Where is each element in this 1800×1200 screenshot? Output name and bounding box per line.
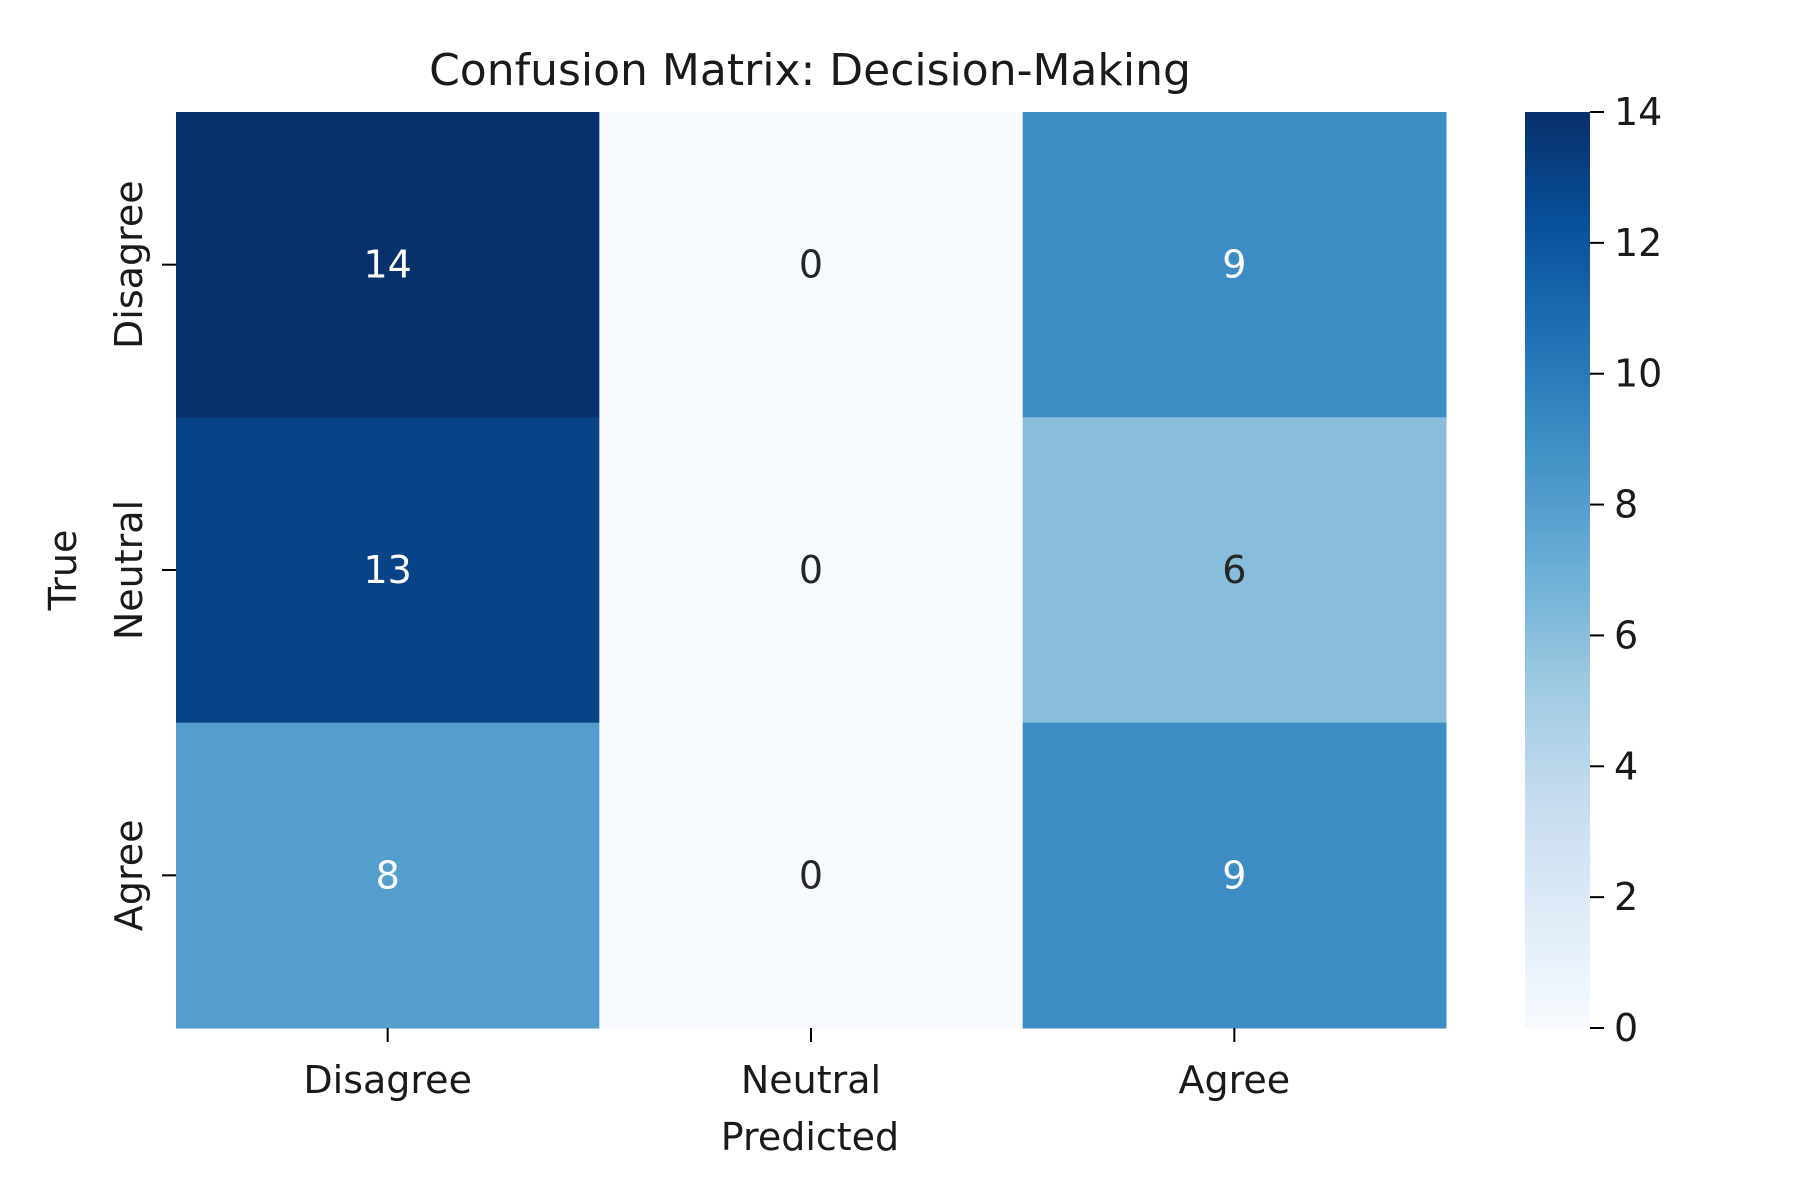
cell-value-label: 0: [799, 243, 823, 287]
colorbar-tick-label: 0: [1614, 1006, 1638, 1050]
colorbar-ticks: 0 2 4 6 8 10 12 14: [1590, 90, 1662, 1050]
cell-value-label: 8: [376, 853, 400, 897]
cell-value-label: 13: [363, 548, 411, 592]
heatmap-cell: [599, 112, 1024, 418]
colorbar: [1525, 112, 1590, 1028]
cell-value-label: 0: [799, 853, 823, 897]
cell-value-label: 6: [1222, 548, 1246, 592]
cell-value-label: 9: [1222, 853, 1246, 897]
heatmap-cell: [176, 112, 600, 418]
y-tick-label: Neutral: [107, 500, 151, 640]
x-tick-label: Agree: [1178, 1058, 1290, 1102]
colorbar-tick-label: 2: [1614, 875, 1638, 919]
y-tick-label: Agree: [107, 819, 151, 931]
y-axis-label: True: [41, 530, 85, 612]
x-tick-label: Disagree: [303, 1058, 472, 1102]
y-tick-label: Disagree: [107, 180, 151, 349]
colorbar-tick-label: 8: [1614, 483, 1638, 527]
heatmap-cell: [599, 417, 1024, 724]
cell-value-label: 9: [1222, 243, 1246, 287]
colorbar-tick-label: 6: [1614, 613, 1638, 657]
x-axis-label: Predicted: [721, 1115, 899, 1159]
heatmap-cell: [176, 417, 600, 724]
x-tick-label: Neutral: [741, 1058, 881, 1102]
colorbar-tick-label: 12: [1614, 221, 1662, 265]
colorbar-tick-label: 4: [1614, 744, 1638, 788]
chart-title: Confusion Matrix: Decision-Making: [429, 45, 1191, 96]
heatmap-cell: [1022, 112, 1447, 418]
heatmap-cell: [599, 722, 1024, 1029]
x-axis-ticks: Disagree Neutral Agree: [303, 1028, 1290, 1102]
colorbar-tick-label: 10: [1614, 352, 1662, 396]
heatmap-cells: 14 0 9 13 0 6 8 0 9: [176, 112, 1447, 1029]
heatmap-cell: [1022, 722, 1447, 1029]
y-axis-ticks: Disagree Neutral Agree: [107, 180, 176, 931]
cell-value-label: 0: [799, 548, 823, 592]
heatmap-cell: [176, 722, 600, 1029]
colorbar-tick-label: 14: [1614, 90, 1662, 134]
heatmap-cell: [1022, 417, 1447, 724]
cell-value-label: 14: [363, 243, 411, 287]
